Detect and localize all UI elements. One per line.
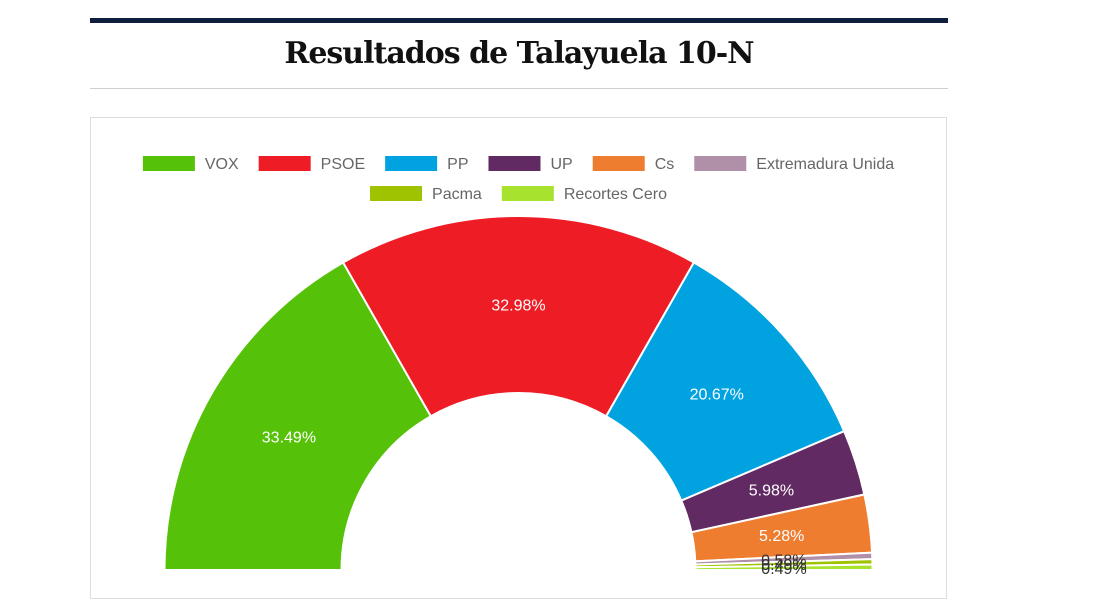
title-divider — [90, 88, 948, 89]
chart-data-labels: 33.49% 32.98% 20.67% 5.98% 5.28% 0.58%0.49%0.… — [262, 298, 807, 578]
legend-swatch-recortes-cero[interactable] — [501, 186, 554, 201]
legend-swatch-pp[interactable] — [385, 156, 438, 171]
slice-label-pacma: 0.49% — [761, 557, 806, 574]
legend-label-pacma[interactable]: Pacma — [432, 186, 482, 203]
top-rule — [90, 18, 948, 23]
legend-swatch-extremadura-unida[interactable] — [694, 156, 747, 171]
slice-label-pp: 20.67% — [690, 386, 744, 403]
slice-label-cs: 5.28% — [759, 528, 804, 545]
legend-swatch-pacma[interactable] — [370, 186, 423, 201]
slice-label-extremadura-unida: 0.58% — [761, 552, 806, 569]
legend-swatch-psoe[interactable] — [258, 156, 311, 171]
page-title: Resultados de Talayuela 10-N — [284, 36, 754, 71]
legend-label-pp[interactable]: PP — [447, 156, 468, 173]
slice-label-psoe: 32.98% — [491, 298, 545, 315]
slice-label-vox: 33.49% — [262, 430, 316, 447]
slice-psoe[interactable] — [341, 215, 696, 418]
slice-recortes-cero[interactable] — [694, 563, 874, 571]
legend-label-vox[interactable]: VOX — [205, 156, 239, 173]
legend-swatch-up[interactable] — [488, 156, 541, 171]
legend-label-up[interactable]: UP — [550, 156, 572, 173]
legend-label-psoe[interactable]: PSOE — [321, 156, 365, 173]
legend-label-recortes-cero[interactable]: Recortes Cero — [564, 186, 667, 203]
legend-swatch-vox[interactable] — [142, 156, 195, 171]
chart-legend: VOX PSOE PP UP Cs Extremadura Unida Pacma Recor… — [142, 156, 894, 203]
chart-frame — [90, 117, 947, 599]
slice-label-up: 5.98% — [749, 482, 794, 499]
legend-label-cs[interactable]: Cs — [655, 156, 675, 173]
legend-label-extremadura-unida[interactable]: Extremadura Unida — [756, 156, 894, 173]
slice-vox[interactable] — [163, 261, 433, 571]
legend-swatch-cs[interactable] — [592, 156, 645, 171]
chart-slices — [163, 215, 874, 571]
slice-label-recortes-cero: 0.49% — [761, 561, 806, 578]
